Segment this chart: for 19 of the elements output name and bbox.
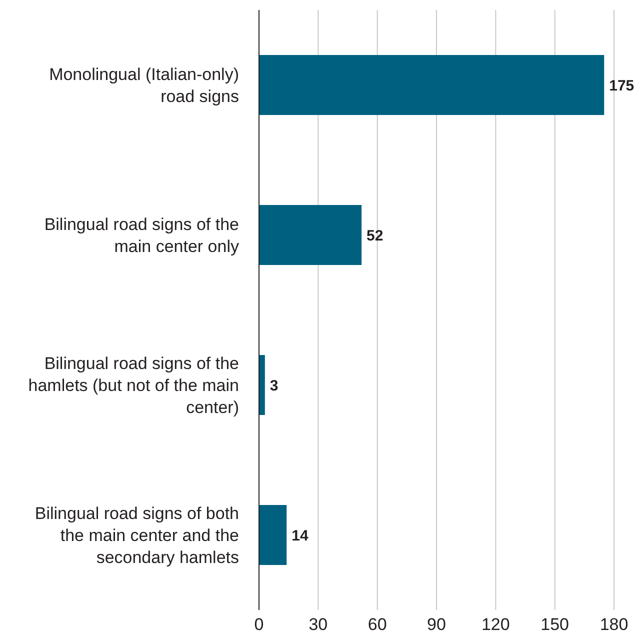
y-tick-label: Bilingual road signs of the hamlets (but not of the main center) — [28, 353, 239, 417]
x-tick-label: 60 — [368, 615, 387, 634]
data-label: 175 — [609, 77, 634, 94]
bar — [259, 205, 362, 265]
data-label: 14 — [292, 527, 309, 544]
x-tick-label: 30 — [308, 615, 328, 634]
bar — [259, 505, 287, 565]
y-tick-label: Bilingual road signs of the main center only — [44, 214, 240, 256]
y-tick-label: Monolingual (Italian-only) road signs — [49, 64, 239, 106]
bar — [259, 355, 265, 415]
bar — [259, 55, 604, 115]
x-tick-label: 90 — [427, 615, 446, 634]
x-tick-label: 180 — [600, 615, 628, 634]
y-tick-label: Bilingual road signs of both the main center and the secondary hamlets — [34, 503, 239, 567]
data-label: 52 — [366, 227, 384, 244]
x-tick-label: 150 — [540, 615, 570, 634]
data-label: 3 — [270, 377, 278, 394]
x-tick-label: 0 — [254, 615, 264, 634]
x-tick-label: 120 — [481, 615, 510, 634]
